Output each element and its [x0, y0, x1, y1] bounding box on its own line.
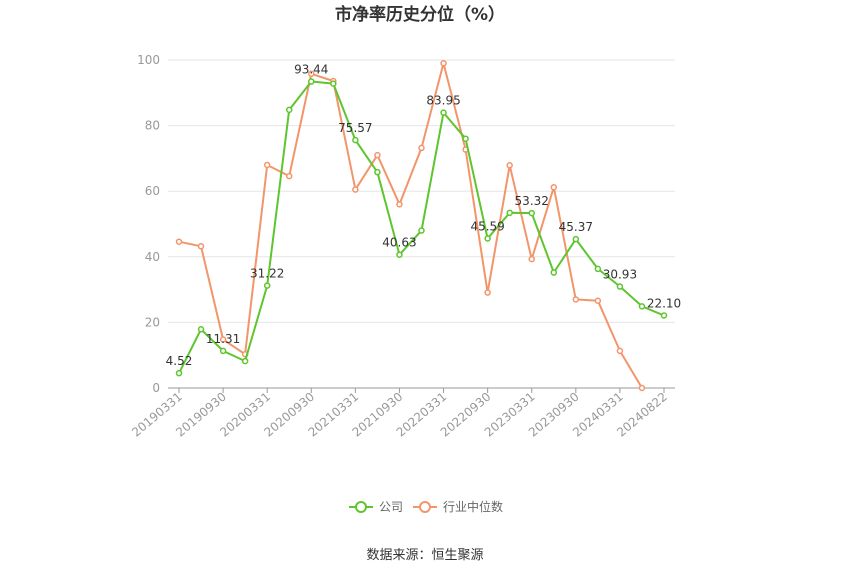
series-industry — [175, 60, 646, 392]
data-label: 75.57 — [338, 121, 372, 135]
data-point[interactable] — [263, 161, 271, 169]
legend[interactable]: 公司 行业中位数 — [349, 499, 503, 514]
data-point[interactable] — [440, 60, 447, 67]
data-point[interactable] — [352, 136, 359, 144]
data-point[interactable] — [396, 201, 403, 208]
data-point[interactable] — [594, 265, 602, 273]
data-point[interactable] — [219, 347, 227, 355]
data-label: 45.59 — [470, 219, 504, 233]
data-point[interactable] — [572, 235, 580, 243]
data-label: 40.63 — [382, 236, 416, 250]
legend-marker-industry — [419, 501, 431, 513]
series-line — [178, 62, 643, 389]
data-label: 4.52 — [166, 354, 193, 368]
data-point[interactable] — [506, 162, 513, 169]
data-label: 22.10 — [647, 297, 681, 311]
y-tick-label: 80 — [145, 119, 160, 133]
data-point[interactable] — [197, 243, 205, 250]
data-point[interactable] — [241, 357, 249, 365]
series-layer — [175, 60, 668, 392]
data-point[interactable] — [285, 106, 293, 114]
data-point[interactable] — [528, 255, 535, 263]
data-point[interactable] — [660, 312, 668, 319]
data-point[interactable] — [330, 80, 337, 87]
legend-item-industry[interactable]: 行业中位数 — [413, 499, 503, 514]
data-point[interactable] — [550, 269, 558, 276]
data-label: 30.93 — [603, 268, 637, 282]
x-axis: 2019033120190930202003312020093020210331… — [129, 387, 675, 440]
legend-item-company[interactable]: 公司 — [349, 500, 403, 514]
data-point[interactable] — [285, 172, 293, 180]
data-label: 83.95 — [426, 94, 460, 108]
source-note: 数据来源：恒生聚源 — [366, 548, 483, 563]
legend-marker-company — [355, 501, 367, 513]
data-point[interactable] — [440, 109, 447, 116]
data-point[interactable] — [175, 369, 183, 377]
y-tick-label: 60 — [145, 184, 160, 198]
y-tick-label: 40 — [145, 250, 160, 264]
data-point[interactable] — [462, 135, 469, 142]
data-point[interactable] — [638, 303, 646, 310]
data-point[interactable] — [374, 168, 381, 176]
data-point[interactable] — [550, 184, 558, 191]
data-point[interactable] — [616, 283, 624, 290]
y-tick-label: 100 — [137, 53, 160, 67]
series-company — [175, 78, 668, 377]
data-label: 93.44 — [294, 63, 328, 77]
data-point[interactable] — [175, 238, 183, 245]
data-point[interactable] — [418, 227, 425, 234]
data-point[interactable] — [572, 296, 580, 303]
legend-label-industry: 行业中位数 — [443, 499, 503, 514]
y-tick-label: 20 — [145, 315, 160, 329]
data-point[interactable] — [484, 235, 491, 242]
data-point[interactable] — [197, 326, 205, 333]
y-axis: 0 20 40 60 80 100 — [137, 53, 160, 395]
data-point[interactable] — [308, 78, 315, 85]
data-point[interactable] — [594, 297, 602, 305]
legend-label-company: 公司 — [379, 500, 403, 514]
data-point[interactable] — [263, 282, 271, 289]
data-label: 11.31 — [206, 332, 240, 346]
y-tick-label: 0 — [152, 381, 160, 395]
grid — [168, 59, 675, 323]
data-point[interactable] — [374, 151, 381, 159]
data-point[interactable] — [638, 384, 646, 392]
data-labels: 4.52 11.31 31.22 93.44 75.57 40.63 83.95 45.59 5… — [166, 63, 682, 369]
data-point[interactable] — [396, 251, 403, 258]
data-label: 45.37 — [559, 220, 593, 234]
data-point[interactable] — [418, 144, 425, 152]
data-point[interactable] — [616, 347, 624, 355]
data-point[interactable] — [308, 70, 315, 78]
chart-title: 市净率历史分位（%） — [335, 4, 505, 25]
data-point[interactable] — [528, 209, 535, 217]
data-point[interactable] — [219, 336, 227, 343]
data-label: 53.32 — [515, 194, 549, 208]
data-point[interactable] — [352, 186, 359, 193]
data-point[interactable] — [484, 289, 491, 296]
data-label: 31.22 — [250, 267, 284, 281]
data-point[interactable] — [506, 209, 513, 217]
